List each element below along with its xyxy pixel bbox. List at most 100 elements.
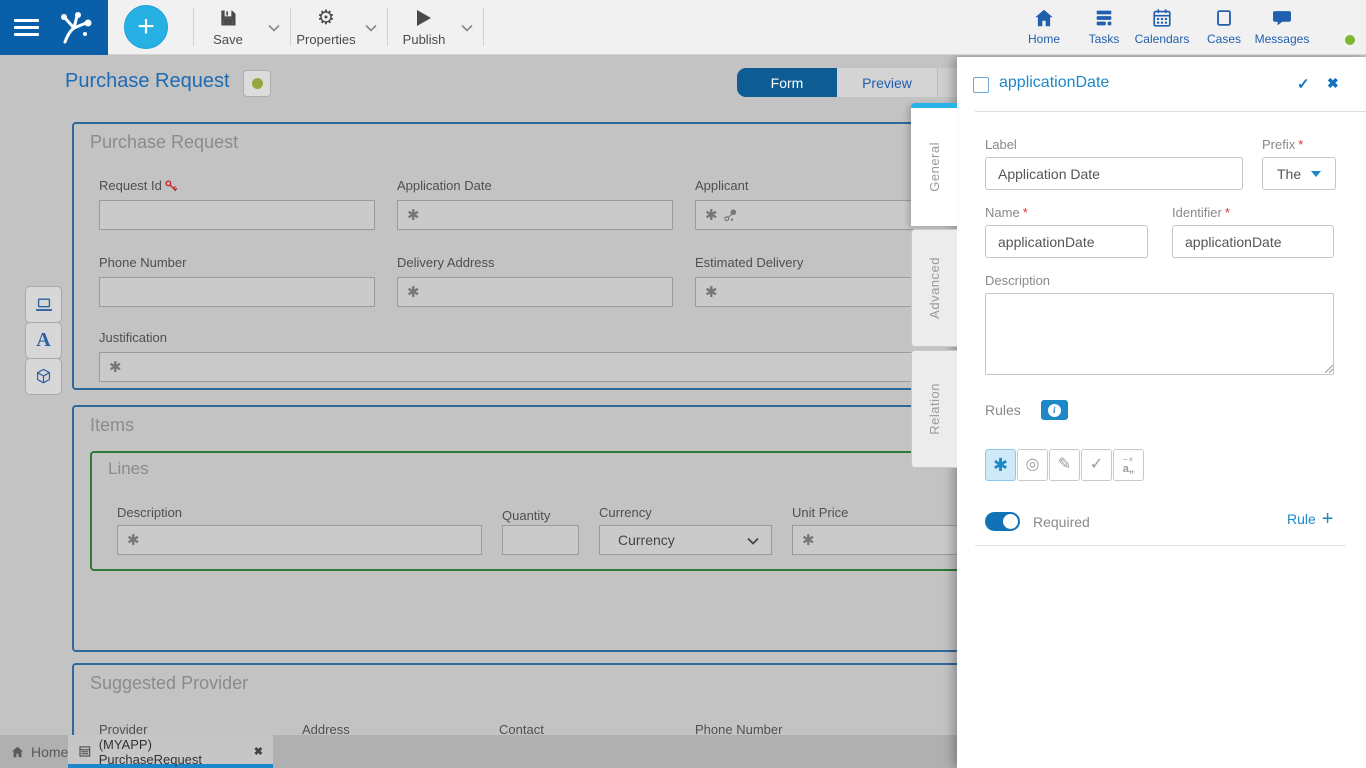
plus-icon: + — [1321, 508, 1334, 530]
field-label-unit-price: Unit Price — [792, 505, 849, 520]
letter-a-icon: A — [36, 329, 51, 351]
required-toggle-row: Required — [985, 512, 1090, 531]
info-icon: i — [1047, 403, 1061, 417]
tab-partial[interactable] — [937, 68, 959, 97]
identifier-input[interactable] — [1172, 225, 1334, 258]
field-request-id[interactable] — [99, 200, 375, 230]
rules-row: Rules i — [985, 400, 1068, 420]
bottom-home-tab[interactable]: Home — [10, 735, 68, 768]
field-line-description[interactable]: ✱ — [117, 525, 482, 555]
toolbar-divider — [290, 8, 291, 46]
required-label: Required — [1033, 513, 1090, 530]
field-label-request-id: Request Id — [99, 178, 178, 193]
field-label-justification: Justification — [99, 330, 167, 345]
field-phone-number[interactable] — [99, 277, 375, 307]
entity-link-icon — [723, 208, 736, 221]
required-asterisk-icon: ✱ — [127, 532, 140, 549]
tab-close-icon[interactable]: ✖ — [253, 746, 263, 758]
field-label-phone-number: Phone Number — [99, 255, 187, 270]
form-status-button[interactable] — [243, 70, 271, 97]
field-delivery-address[interactable]: ✱ — [397, 277, 673, 307]
rules-info-button[interactable]: i — [1040, 400, 1068, 420]
publish-dropdown-chevron-icon[interactable] — [461, 20, 473, 35]
asterisk-icon: ✱ — [992, 455, 1009, 475]
panel-tab-relation[interactable]: Relation — [911, 350, 957, 468]
form-document-icon — [79, 746, 91, 757]
properties-panel: General Advanced Relation applicationDat… — [911, 57, 1366, 768]
tab-form[interactable]: Form — [737, 68, 837, 97]
app-logo-icon[interactable] — [55, 10, 95, 46]
brand-area — [0, 0, 108, 55]
field-application-date[interactable]: ✱ — [397, 200, 673, 230]
rule-required-button[interactable]: ✱ — [985, 449, 1016, 481]
add-button[interactable]: + — [124, 5, 168, 49]
home-icon — [1035, 9, 1053, 27]
required-asterisk-icon: ✱ — [407, 207, 420, 224]
bottom-tab-label: (MYAPP) PurchaseRequest — [98, 736, 203, 767]
select-chevron-icon — [747, 532, 759, 548]
top-toolbar: + Save ⚙ Properties Publish Home Tasks C… — [0, 0, 1366, 55]
nav-messages-label: Messages — [1254, 32, 1310, 46]
rule-editable-button[interactable]: ✎ — [1049, 449, 1080, 481]
field-label-currency: Currency — [599, 505, 652, 520]
nav-home[interactable]: Home — [1022, 7, 1066, 46]
panel-divider — [975, 545, 1346, 546]
panel-close-icon[interactable]: ✖ — [1327, 75, 1339, 91]
nav-cases-label: Cases — [1206, 32, 1241, 46]
device-view-button[interactable] — [25, 286, 62, 323]
rules-label: Rules — [985, 402, 1021, 418]
field-label-provider-phone: Phone Number — [695, 722, 783, 737]
rule-expression-button[interactable]: −× a„ — [1113, 449, 1144, 481]
panel-divider — [975, 111, 1366, 112]
field-label-contact: Contact — [499, 722, 544, 737]
panel-tab-advanced[interactable]: Advanced — [911, 229, 957, 347]
rule-visible-button[interactable]: ◎ — [1017, 449, 1048, 481]
properties-button[interactable]: ⚙ Properties — [290, 7, 362, 47]
label-input[interactable] — [985, 157, 1243, 190]
description-textarea[interactable] — [985, 293, 1334, 375]
nav-calendars[interactable]: Calendars — [1130, 7, 1194, 46]
panel-tab-general[interactable]: General — [911, 103, 957, 226]
field-label-estimated-delivery: Estimated Delivery — [695, 255, 804, 270]
tab-preview[interactable]: Preview — [837, 68, 937, 97]
tasks-icon — [1096, 10, 1112, 26]
properties-dropdown-chevron-icon[interactable] — [365, 20, 377, 35]
group-title: Suggested Provider — [90, 673, 249, 693]
prefix-caret-icon — [1311, 170, 1322, 177]
apply-check-icon[interactable]: ✓ — [1297, 76, 1310, 93]
prefix-select[interactable]: The — [1262, 157, 1336, 190]
field-label-application-date: Application Date — [397, 178, 492, 193]
field-quantity[interactable] — [502, 525, 579, 555]
calendars-icon — [1153, 9, 1171, 27]
required-toggle[interactable] — [985, 512, 1020, 531]
nav-tasks[interactable]: Tasks — [1082, 7, 1126, 46]
panel-title-checkbox[interactable] — [973, 77, 989, 93]
publish-button[interactable]: Publish — [396, 7, 452, 47]
nav-messages[interactable]: Messages — [1252, 7, 1312, 46]
toolbar-divider — [193, 8, 194, 46]
field-label-delivery-address: Delivery Address — [397, 255, 495, 270]
designer-rail: A — [25, 286, 62, 395]
publish-label: Publish — [402, 32, 446, 47]
add-rule-button[interactable]: Rule + — [1287, 508, 1334, 530]
name-field-label: Name * — [985, 205, 1028, 220]
currency-selected-value: Currency — [618, 532, 675, 548]
toolbar-divider — [387, 8, 388, 46]
field-currency-select[interactable]: Currency — [599, 525, 772, 555]
group-title: Purchase Request — [90, 132, 239, 152]
save-dropdown-chevron-icon[interactable] — [268, 20, 280, 35]
bottom-active-tab[interactable]: (MYAPP) PurchaseRequest ✖ — [68, 735, 273, 768]
hamburger-menu-icon[interactable] — [14, 15, 39, 40]
check-icon: ✓ — [1089, 456, 1104, 473]
cases-icon — [1217, 10, 1231, 26]
required-asterisk-icon: ✱ — [705, 284, 718, 301]
description-field-label: Description — [985, 273, 1051, 288]
required-asterisk-icon: ✱ — [407, 284, 420, 301]
messages-icon — [1273, 11, 1291, 26]
rule-valid-button[interactable]: ✓ — [1081, 449, 1112, 481]
data-model-button[interactable] — [25, 358, 62, 395]
name-input[interactable] — [985, 225, 1148, 258]
text-tool-button[interactable]: A — [25, 322, 62, 359]
save-button[interactable]: Save — [202, 7, 254, 47]
nav-cases[interactable]: Cases — [1202, 7, 1246, 46]
